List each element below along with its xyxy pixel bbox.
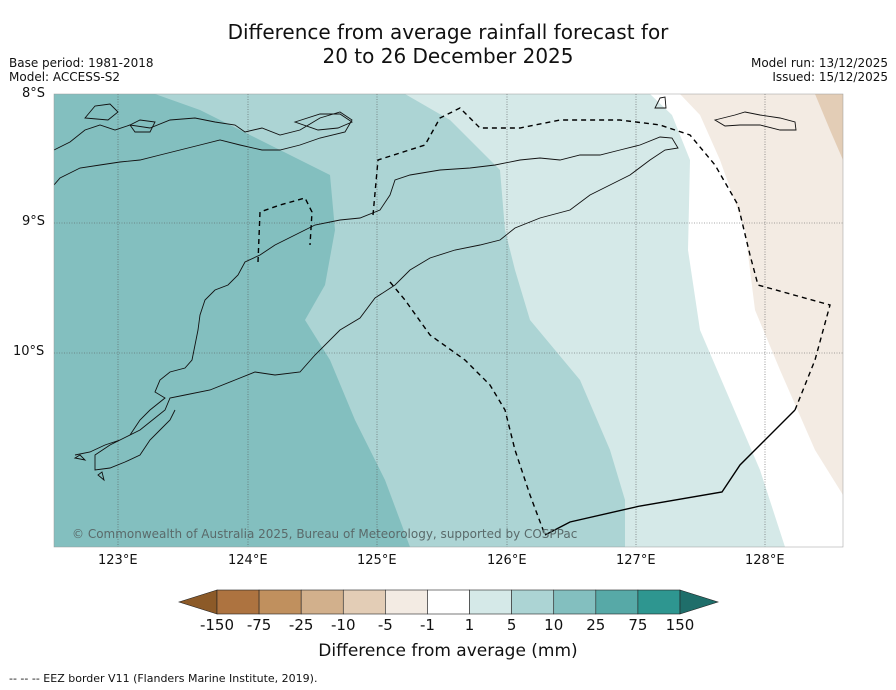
lat-label: 10°S [13, 344, 45, 359]
base-period: Base period: 1981-2018 [9, 56, 154, 70]
colorbar-swatch [595, 589, 639, 615]
title-line-1: Difference from average rainfall forecas… [227, 20, 669, 44]
map-frame [53, 93, 844, 548]
colorbar-swatch [553, 589, 597, 615]
colorbar-swatch [385, 589, 428, 615]
meta-left: Base period: 1981-2018 Model: ACCESS-S2 [9, 56, 154, 84]
colorbar-swatch [258, 589, 302, 615]
model-name: Model: ACCESS-S2 [9, 70, 121, 84]
colorbar-tick-label: 10 [544, 616, 564, 634]
colorbar-swatch [300, 589, 344, 615]
lon-label: 127°E [616, 553, 656, 568]
colorbar-swatch [469, 589, 512, 615]
lon-label: 124°E [228, 553, 268, 568]
chart-title: Difference from average rainfall forecas… [0, 20, 896, 68]
colorbar-tick-label: 75 [628, 616, 648, 634]
eez-border [257, 107, 831, 536]
colorbar-tick-label: 150 [665, 616, 695, 634]
colorbar-tick-label: -10 [331, 616, 356, 634]
eez-border-solid [544, 409, 796, 536]
copyright-notice: © Commonwealth of Australia 2025, Bureau… [72, 527, 578, 541]
colorbar-swatch [511, 589, 555, 615]
lon-label: 128°E [745, 553, 785, 568]
model-run: Model run: 13/12/2025 [750, 56, 888, 70]
lon-label: 125°E [357, 553, 397, 568]
lat-label: 9°S [22, 214, 46, 229]
colorbar-tick-label: -150 [199, 616, 235, 634]
rainfall-band-drier-2 [815, 94, 843, 160]
colorbar-swatch [637, 589, 681, 615]
meta-right: Model run: 13/12/2025 Issued: 15/12/2025 [751, 56, 888, 84]
colorbar-extend-high [679, 589, 719, 615]
colorbar-title: Difference from average (mm) [318, 641, 578, 661]
colorbar-tick-label: 1 [464, 616, 475, 634]
colorbar [178, 589, 719, 615]
colorbar-tick-label: -25 [288, 616, 314, 634]
eez-legend-footnote: -- -- -- EEZ border V11 (Flanders Marine… [9, 672, 318, 685]
issued-date: Issued: 15/12/2025 [772, 70, 888, 84]
rainfall-band-drier [680, 94, 843, 495]
lon-label: 123°E [98, 553, 138, 568]
colorbar-swatch [342, 589, 386, 615]
title-line-2: 20 to 26 December 2025 [322, 44, 574, 68]
colorbar-tick-label: 25 [586, 616, 606, 634]
colorbar-extend-low [178, 589, 218, 615]
colorbar-swatch [216, 589, 260, 615]
coastline [54, 96, 797, 482]
map-area [54, 94, 843, 547]
colorbar-tick-label: 5 [506, 616, 517, 634]
timor-coast [74, 136, 679, 471]
colorbar-swatch [427, 589, 470, 615]
colorbar-tick-label: -5 [377, 616, 393, 634]
colorbar-tick-label: -75 [246, 616, 272, 634]
lat-label: 8°S [22, 86, 46, 101]
rainfall-band-10-25 [54, 94, 410, 547]
colorbar-tick-label: -1 [419, 616, 435, 634]
lon-label: 126°E [487, 553, 527, 568]
